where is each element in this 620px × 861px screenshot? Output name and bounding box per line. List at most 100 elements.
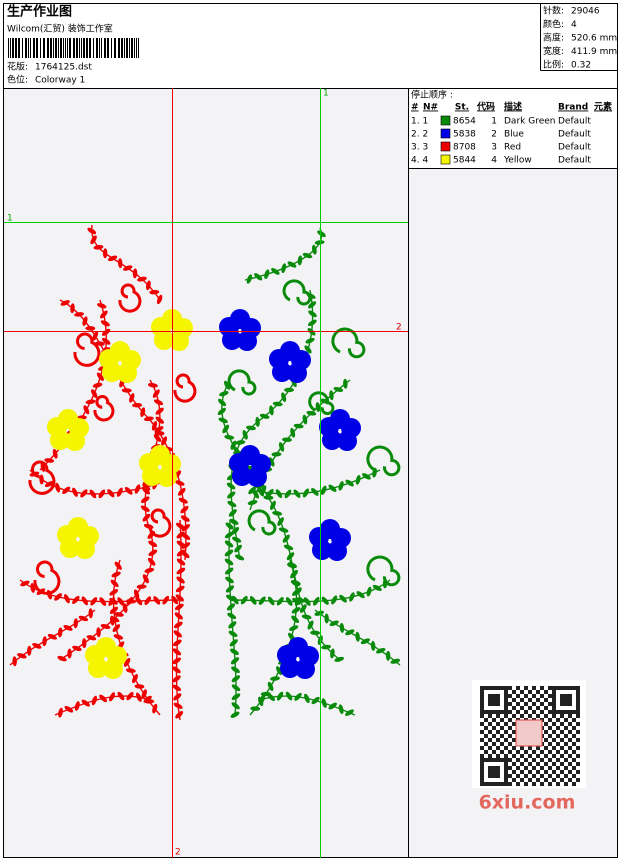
leaf [314,240,325,245]
stat-label: 宽度: [543,45,564,57]
leaf [240,595,248,605]
qr-module [548,774,552,778]
bar-stripe [134,38,135,58]
qr-module [532,750,536,754]
bar-stripe [50,38,52,58]
qr-module [576,762,580,766]
leaf [276,597,284,606]
qr-module [492,718,496,722]
qr-module [500,726,504,730]
column-header: Brand [558,103,588,113]
qr-module [572,766,576,770]
qr-module [524,702,528,706]
qr-finder [552,686,580,714]
qr-module [508,734,512,738]
bar-stripe [81,38,82,58]
leaf [230,440,237,450]
leaf [334,656,345,662]
qr-module [540,774,544,778]
qr-module [480,746,484,750]
qr-module [508,766,512,770]
leaf [70,303,75,314]
leaf [172,675,181,683]
leaf [275,489,283,499]
leaf [176,576,185,584]
qr-module [556,750,560,754]
petal [309,527,329,547]
guide-label: 2 [396,323,402,333]
bar-stripe [12,38,14,58]
leaf [113,634,124,640]
leaf [172,648,182,656]
leaf [60,300,70,306]
leaf [355,474,361,485]
qr-module [536,698,540,702]
leaf [117,597,125,606]
leaf [110,579,119,588]
qr-module [520,762,524,766]
leaf [366,586,372,597]
stat-label: 高度: [543,32,564,44]
stat-label: 针数: [543,5,564,17]
leaf [107,489,115,498]
petal [287,363,307,383]
leaf [294,692,302,701]
qr-code [472,680,586,788]
bar-stripe [138,38,139,58]
qr-module [520,706,524,710]
qr-module [516,758,520,762]
stat-label: 比例: [543,59,564,71]
leaf [317,230,326,238]
leaf [320,485,327,495]
qr-module [560,730,564,734]
leaf [315,402,321,413]
bar-stripe [8,38,9,58]
qr-module [524,782,528,786]
qr-module [528,690,532,694]
qr-module [576,746,580,750]
qr-module [524,774,528,778]
qr-module [524,750,528,754]
qr-module [576,730,580,734]
leaf [249,596,257,605]
leaf [226,594,235,602]
leaf [278,527,289,533]
qr-module [488,722,492,726]
qr-module [544,706,548,710]
leaf [99,597,107,606]
leaf [293,489,301,498]
leaf [284,387,295,393]
bar-stripe [99,38,100,58]
column-header: 描述 [504,101,522,113]
color-code: 3 [491,143,497,153]
qr-module [528,746,532,750]
qr-module [520,698,524,702]
qr-module [508,782,512,786]
leaf [258,487,265,497]
leaf [321,596,329,605]
qr-module [568,738,572,742]
leaf [162,595,170,605]
qr-module [556,758,560,762]
qr-module [488,730,492,734]
qr-module [548,766,552,770]
qr-module [520,770,524,774]
color-swatch [440,154,451,165]
leaf [52,448,58,459]
qr-module [480,714,484,718]
leaf [147,382,158,388]
qr-module [516,686,520,690]
leaf [175,594,184,602]
leaf [302,488,310,498]
qr-module [556,742,560,746]
petal [337,431,357,451]
leaf [289,625,299,631]
bar-stripe [18,38,20,58]
column-header: 代码 [476,101,495,113]
qr-module [516,694,520,698]
qr-module [516,766,520,770]
bar-stripe [36,38,38,58]
qr-module [548,742,552,746]
leaf [86,635,97,641]
leaf [225,522,234,530]
